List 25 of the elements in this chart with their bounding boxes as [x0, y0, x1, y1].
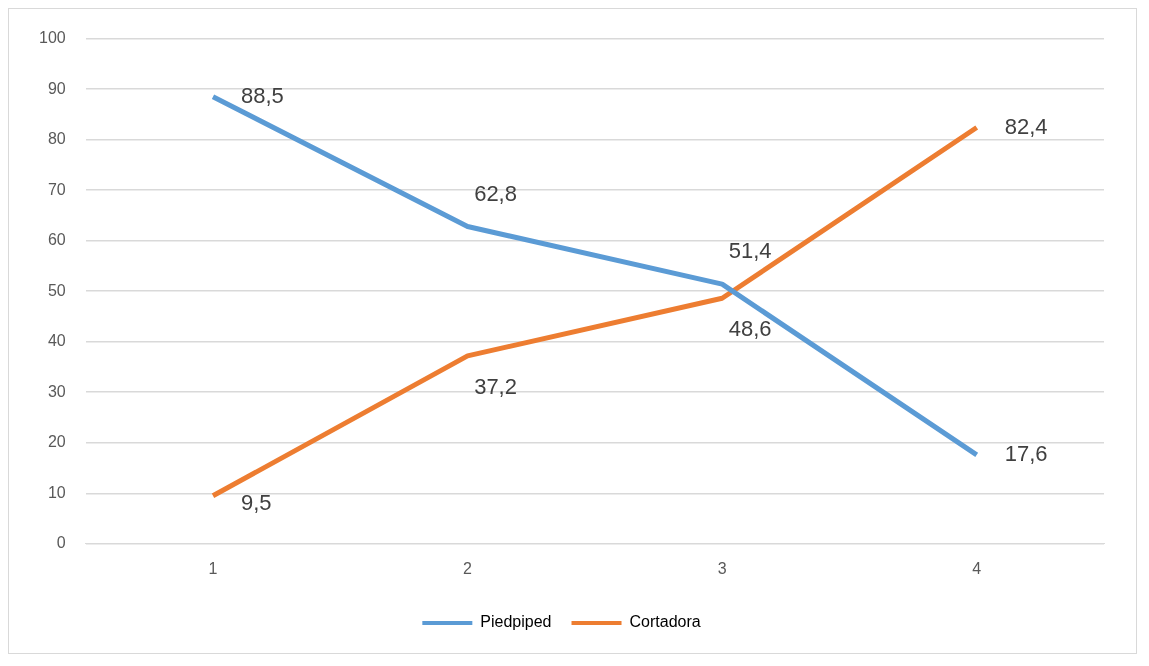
data-label: 51,4: [728, 238, 772, 264]
y-tick-label: 70: [47, 180, 66, 198]
x-tick-label: 3: [717, 559, 727, 577]
y-tick-label: 40: [47, 332, 66, 350]
data-label: 48,6: [728, 316, 772, 342]
y-tick-label: 30: [47, 382, 66, 400]
legend-label: Piedpiped: [480, 613, 552, 631]
y-tick-label: 20: [47, 433, 66, 451]
x-tick-label: 1: [208, 559, 218, 577]
y-tick-label: 50: [47, 281, 66, 299]
data-label: 9,5: [240, 489, 272, 515]
data-label: 37,2: [474, 373, 517, 399]
y-tick-label: 0: [56, 534, 66, 552]
y-tick-label: 100: [38, 29, 66, 47]
legend-label: Cortadora: [629, 613, 701, 631]
y-tick-label: 80: [47, 130, 66, 148]
y-tick-label: 90: [47, 79, 66, 97]
x-tick-label: 4: [972, 559, 982, 577]
data-label: 62,8: [474, 180, 517, 206]
data-label: 88,5: [240, 82, 284, 108]
y-tick-label: 10: [47, 483, 66, 501]
y-tick-label: 60: [47, 231, 66, 249]
x-tick-label: 2: [463, 559, 473, 577]
data-label: 17,6: [1004, 440, 1048, 466]
data-label: 82,4: [1004, 113, 1048, 139]
